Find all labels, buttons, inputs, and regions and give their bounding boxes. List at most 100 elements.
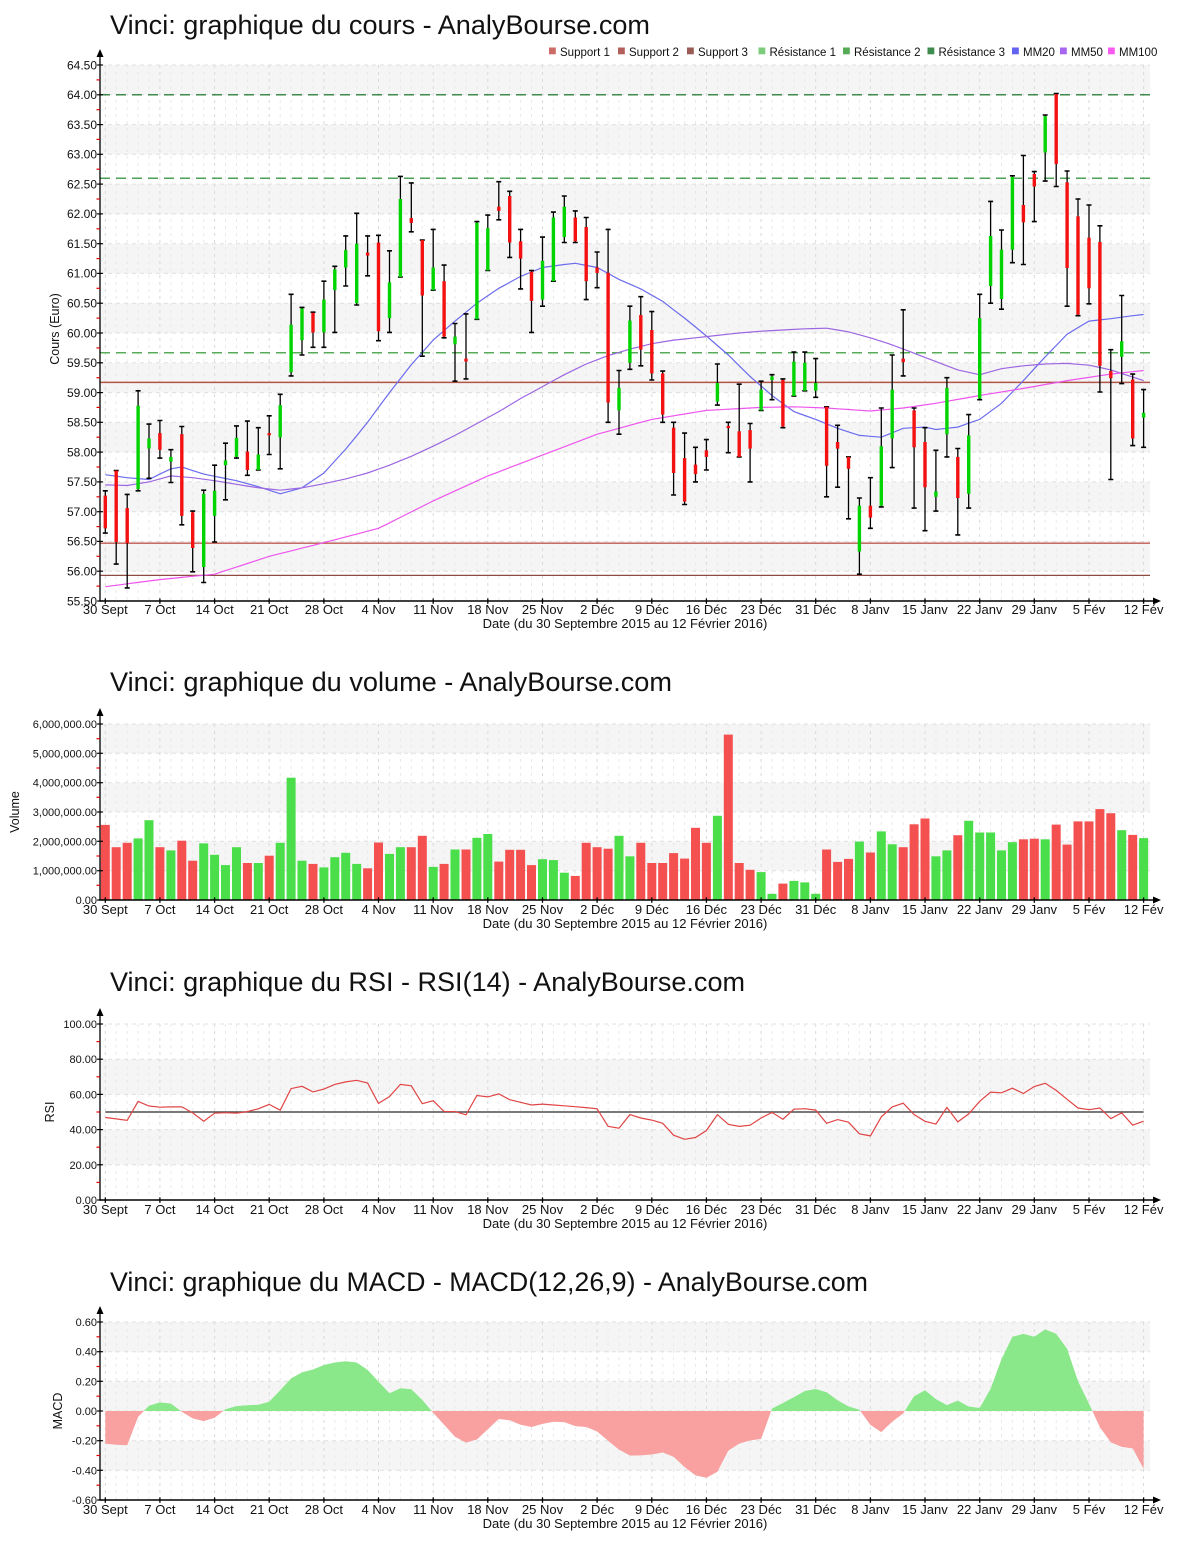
svg-text:11 Nov: 11 Nov (413, 1202, 454, 1217)
svg-text:4 Nov: 4 Nov (362, 1502, 396, 1517)
svg-text:18 Nov: 18 Nov (467, 1502, 509, 1517)
svg-text:Volume: Volume (8, 791, 22, 833)
svg-text:4 Nov: 4 Nov (362, 1202, 396, 1217)
svg-text:15 Janv: 15 Janv (902, 1202, 948, 1217)
svg-text:9 Déc: 9 Déc (635, 1502, 669, 1517)
svg-text:5 Fév: 5 Fév (1073, 902, 1106, 917)
svg-text:11 Nov: 11 Nov (413, 1502, 454, 1517)
svg-text:60.50: 60.50 (67, 297, 97, 311)
svg-text:59.00: 59.00 (67, 386, 97, 400)
svg-text:-0.20: -0.20 (72, 1436, 97, 1448)
svg-text:12 Fév: 12 Fév (1124, 1502, 1164, 1517)
svg-text:22 Janv: 22 Janv (957, 602, 1003, 617)
svg-text:15 Janv: 15 Janv (902, 1502, 948, 1517)
svg-text:Date (du 30 Septembre 2015 au: Date (du 30 Septembre 2015 au 12 Février… (483, 916, 768, 931)
svg-text:29 Janv: 29 Janv (1012, 1202, 1058, 1217)
svg-text:31 Déc: 31 Déc (795, 1202, 837, 1217)
svg-text:Date (du 30 Septembre 2015 au: Date (du 30 Septembre 2015 au 12 Février… (483, 1216, 768, 1231)
svg-text:MACD: MACD (51, 1393, 65, 1430)
svg-text:0.00: 0.00 (76, 1195, 97, 1207)
svg-text:16 Déc: 16 Déc (686, 1202, 728, 1217)
svg-text:15 Janv: 15 Janv (902, 602, 948, 617)
svg-text:29 Janv: 29 Janv (1012, 602, 1058, 617)
svg-text:20.00: 20.00 (69, 1160, 97, 1172)
svg-text:28 Oct: 28 Oct (305, 602, 344, 617)
svg-text:Date (du 30 Septembre 2015 au: Date (du 30 Septembre 2015 au 12 Février… (483, 616, 768, 631)
svg-text:9 Déc: 9 Déc (635, 602, 669, 617)
svg-text:7 Oct: 7 Oct (144, 1202, 175, 1217)
svg-text:12 Fév: 12 Fév (1124, 602, 1164, 617)
svg-text:11 Nov: 11 Nov (413, 602, 454, 617)
svg-text:58.50: 58.50 (67, 416, 97, 430)
svg-text:Vinci: graphique du MACD - MAC: Vinci: graphique du MACD - MACD(12,26,9)… (110, 1267, 868, 1297)
svg-text:61.00: 61.00 (67, 267, 97, 281)
svg-text:23 Déc: 23 Déc (740, 1502, 782, 1517)
svg-text:60.00: 60.00 (67, 326, 97, 340)
svg-text:0.40: 0.40 (76, 1347, 97, 1359)
svg-text:63.50: 63.50 (67, 118, 97, 132)
svg-text:25 Nov: 25 Nov (522, 1502, 564, 1517)
svg-text:MM20: MM20 (1023, 47, 1055, 59)
svg-text:56.50: 56.50 (67, 535, 97, 549)
svg-text:63.00: 63.00 (67, 148, 97, 162)
svg-text:30 Sept: 30 Sept (83, 1502, 128, 1517)
svg-text:15 Janv: 15 Janv (902, 902, 948, 917)
svg-text:Résistance 1: Résistance 1 (770, 47, 836, 59)
svg-text:22 Janv: 22 Janv (957, 902, 1003, 917)
svg-text:16 Déc: 16 Déc (686, 602, 728, 617)
svg-text:61.50: 61.50 (67, 237, 97, 251)
svg-text:5 Fév: 5 Fév (1073, 1202, 1106, 1217)
svg-text:25 Nov: 25 Nov (522, 1202, 564, 1217)
svg-text:0.00: 0.00 (76, 1406, 97, 1418)
svg-text:56.00: 56.00 (67, 565, 97, 579)
svg-text:16 Déc: 16 Déc (686, 902, 728, 917)
svg-text:22 Janv: 22 Janv (957, 1502, 1003, 1517)
svg-text:62.00: 62.00 (67, 207, 97, 221)
svg-text:21 Oct: 21 Oct (250, 602, 289, 617)
svg-text:30 Sept: 30 Sept (83, 602, 128, 617)
svg-text:8 Janv: 8 Janv (851, 902, 890, 917)
svg-text:Support 3: Support 3 (698, 47, 748, 59)
svg-text:16 Déc: 16 Déc (686, 1502, 728, 1517)
svg-text:21 Oct: 21 Oct (250, 1502, 289, 1517)
svg-text:5,000,000.00: 5,000,000.00 (33, 748, 97, 760)
svg-text:100.00: 100.00 (63, 1019, 97, 1031)
svg-text:14 Oct: 14 Oct (195, 902, 234, 917)
svg-text:80.00: 80.00 (69, 1054, 97, 1066)
svg-text:21 Oct: 21 Oct (250, 902, 289, 917)
svg-text:5 Fév: 5 Fév (1073, 602, 1106, 617)
svg-text:18 Nov: 18 Nov (467, 1202, 509, 1217)
svg-text:MM50: MM50 (1071, 47, 1103, 59)
svg-text:Date (du 30 Septembre 2015 au: Date (du 30 Septembre 2015 au 12 Février… (483, 1516, 768, 1531)
svg-text:4 Nov: 4 Nov (362, 902, 396, 917)
svg-text:23 Déc: 23 Déc (740, 902, 782, 917)
svg-text:25 Nov: 25 Nov (522, 602, 564, 617)
svg-text:25 Nov: 25 Nov (522, 902, 564, 917)
svg-text:12 Fév: 12 Fév (1124, 1202, 1164, 1217)
svg-text:8 Janv: 8 Janv (851, 1502, 890, 1517)
svg-text:Vinci: graphique du RSI - RSI(: Vinci: graphique du RSI - RSI(14) - Anal… (110, 967, 745, 997)
svg-text:55.50: 55.50 (67, 594, 97, 608)
svg-text:28 Oct: 28 Oct (305, 1502, 344, 1517)
svg-text:4 Nov: 4 Nov (362, 602, 396, 617)
svg-text:62.50: 62.50 (67, 177, 97, 191)
svg-text:3,000,000.00: 3,000,000.00 (33, 807, 97, 819)
svg-text:RSI: RSI (43, 1102, 57, 1123)
svg-text:30 Sept: 30 Sept (83, 902, 128, 917)
svg-text:28 Oct: 28 Oct (305, 902, 344, 917)
svg-text:59.50: 59.50 (67, 356, 97, 370)
svg-text:2 Déc: 2 Déc (580, 602, 614, 617)
svg-text:4,000,000.00: 4,000,000.00 (33, 778, 97, 790)
svg-text:18 Nov: 18 Nov (467, 902, 509, 917)
svg-text:29 Janv: 29 Janv (1012, 1502, 1058, 1517)
svg-text:18 Nov: 18 Nov (467, 602, 509, 617)
svg-text:64.50: 64.50 (67, 58, 97, 72)
svg-text:14 Oct: 14 Oct (195, 602, 234, 617)
svg-text:Résistance 2: Résistance 2 (854, 47, 920, 59)
svg-text:31 Déc: 31 Déc (795, 1502, 837, 1517)
svg-text:22 Janv: 22 Janv (957, 1202, 1003, 1217)
svg-text:-0.40: -0.40 (72, 1465, 97, 1477)
svg-text:7 Oct: 7 Oct (144, 902, 175, 917)
svg-text:58.00: 58.00 (67, 445, 97, 459)
svg-text:57.00: 57.00 (67, 505, 97, 519)
